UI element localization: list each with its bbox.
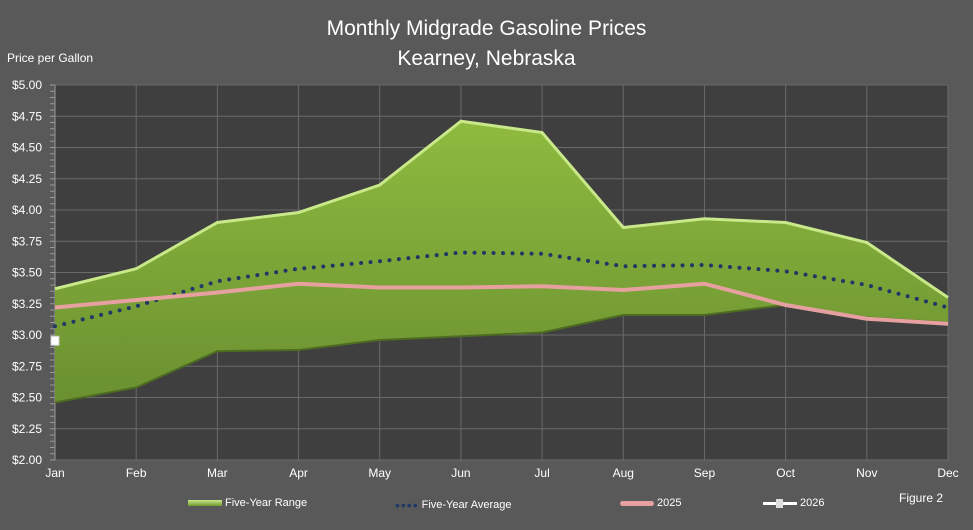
x-tick-label: Jun [451,466,470,480]
y-tick-label: $3.50 [12,266,42,280]
x-tick-label: Jul [534,466,549,480]
y-tick-label: $4.25 [12,172,42,186]
y-tick-label: $3.25 [12,297,42,311]
x-tick-label: Nov [856,466,877,480]
legend-label: Five-Year Average [421,499,512,511]
legend-label: Five-Year Range [225,497,308,509]
x-tick-label: Aug [613,466,634,480]
x-tick-label: Mar [207,466,228,480]
legend-label: 2025 [657,497,682,509]
x-tick-label: Feb [126,466,147,480]
five-year-range-area [55,121,948,403]
y-tick-label: $4.75 [12,109,42,123]
x-tick-label: Jan [45,466,64,480]
y-tick-label: $2.00 [12,453,42,467]
y-tick-label: $3.00 [12,328,42,342]
legend-range: Five-Year Range [188,497,307,509]
legend-2025: 2025 [620,497,681,509]
legend-swatch-2025 [620,500,654,506]
y-tick-label: $3.75 [12,234,42,248]
y-tick-label: $2.75 [12,359,42,373]
x-tick-label: Dec [937,466,958,480]
y-tick-label: $2.25 [12,422,42,436]
chart-subtitle: Kearney, Nebraska [397,47,576,70]
legend-swatch-range [188,500,222,506]
x-tick-label: Apr [289,466,308,480]
y-tick-label: $2.50 [12,391,42,405]
legend-average: •••• Five-Year Average [395,497,512,513]
line-2025 [54,281,949,326]
legend-swatch-2026 [763,498,797,508]
x-tick-label: Sep [694,466,716,480]
figure-note: Figure 2 [899,491,944,505]
legend-swatch-average: •••• [395,497,419,513]
chart-title: Monthly Midgrade Gasoline Prices [326,17,647,40]
y-tick-label: $5.00 [12,78,42,92]
y-tick-label: $4.00 [12,203,42,217]
five-year-range-high-edge [54,119,949,299]
x-tick-label: May [368,466,391,480]
x-tick-label: Oct [776,466,795,480]
marker-2026 [50,335,60,346]
y-tick-label: $4.50 [12,141,42,155]
legend-label: 2026 [800,497,825,509]
legend-2026: 2026 [763,497,824,509]
y-axis-label: Price per Gallon [7,51,94,65]
five-year-average-line [53,250,950,329]
